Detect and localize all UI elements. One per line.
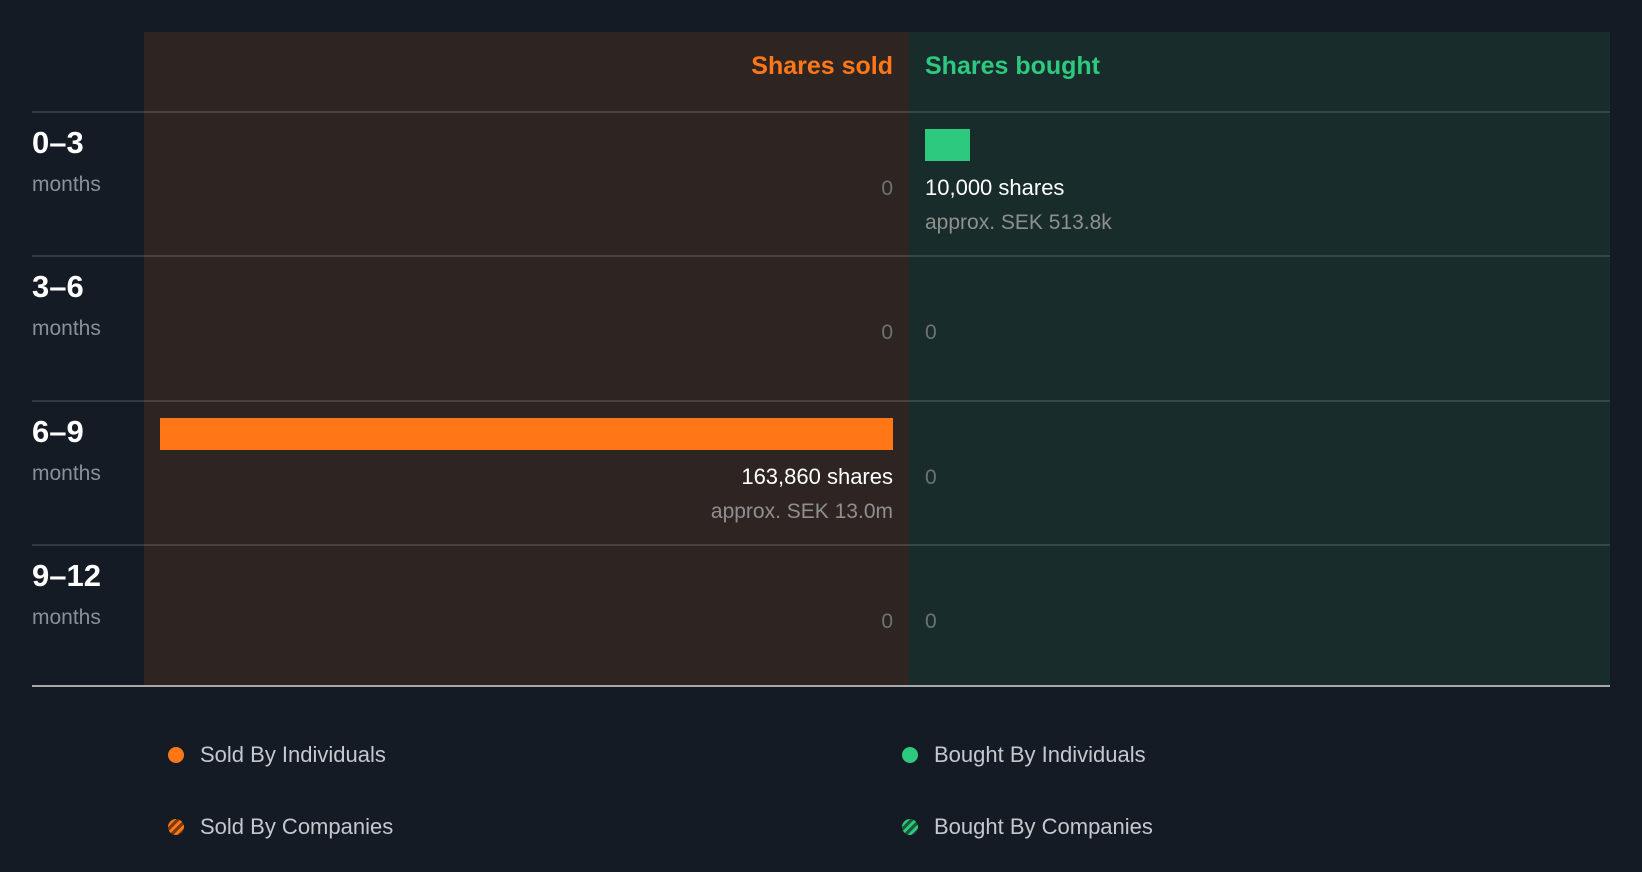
sold-approx-value: approx. SEK 13.0m (710, 500, 893, 523)
sold-bar[interactable] (160, 418, 893, 450)
row-divider (32, 400, 1610, 402)
row-divider (32, 544, 1610, 546)
period-unit: months (32, 606, 101, 629)
period-label: 6–9 (32, 414, 84, 449)
period-label: 0–3 (32, 125, 84, 160)
bought-value: 0 (925, 610, 937, 633)
sold-value: 0 (881, 321, 893, 344)
period-unit: months (32, 173, 101, 196)
bought-approx-value: approx. SEK 513.8k (925, 211, 1112, 234)
period-label: 3–6 (32, 269, 84, 304)
sold-shares: 163,860 shares (741, 464, 893, 489)
period-row-0-3: 0–3 months 0 10,000 shares approx. SEK 5… (0, 113, 1642, 257)
period-unit: months (32, 462, 101, 485)
legend-sold-individuals[interactable]: Sold By Individuals (168, 742, 386, 768)
period-row-3-6: 3–6 months 0 0 (0, 257, 1642, 401)
legend-label: Bought By Individuals (934, 742, 1146, 767)
bought-shares: 10,000 shares (925, 175, 1065, 200)
solid-orange-dot-icon (168, 747, 184, 763)
shares-sold-panel (144, 32, 909, 686)
legend-bought-individuals[interactable]: Bought By Individuals (902, 742, 1146, 768)
shares-sold-header: Shares sold (751, 52, 893, 80)
sold-value: 0 (881, 177, 893, 200)
striped-orange-dot-icon (168, 819, 184, 835)
legend-sold-companies[interactable]: Sold By Companies (168, 814, 393, 840)
bought-value: 0 (925, 466, 937, 489)
legend-bought-companies[interactable]: Bought By Companies (902, 814, 1153, 840)
legend-label: Sold By Companies (200, 814, 394, 839)
bought-bar[interactable] (925, 129, 970, 161)
legend-label: Bought By Companies (934, 814, 1153, 839)
period-row-9-12: 9–12 months 0 0 (0, 546, 1642, 690)
row-divider (32, 111, 1610, 113)
shares-bought-panel (909, 32, 1610, 686)
row-divider (32, 255, 1610, 257)
sold-value: 0 (881, 610, 893, 633)
period-row-6-9: 6–9 months 163,860 shares approx. SEK 13… (0, 402, 1642, 546)
period-unit: months (32, 317, 101, 340)
chart-baseline (32, 685, 1610, 687)
solid-green-dot-icon (902, 747, 918, 763)
period-label: 9–12 (32, 558, 101, 593)
striped-green-dot-icon (902, 819, 918, 835)
legend-label: Sold By Individuals (200, 742, 386, 767)
bought-value: 0 (925, 321, 937, 344)
shares-bought-header: Shares bought (925, 52, 1101, 80)
